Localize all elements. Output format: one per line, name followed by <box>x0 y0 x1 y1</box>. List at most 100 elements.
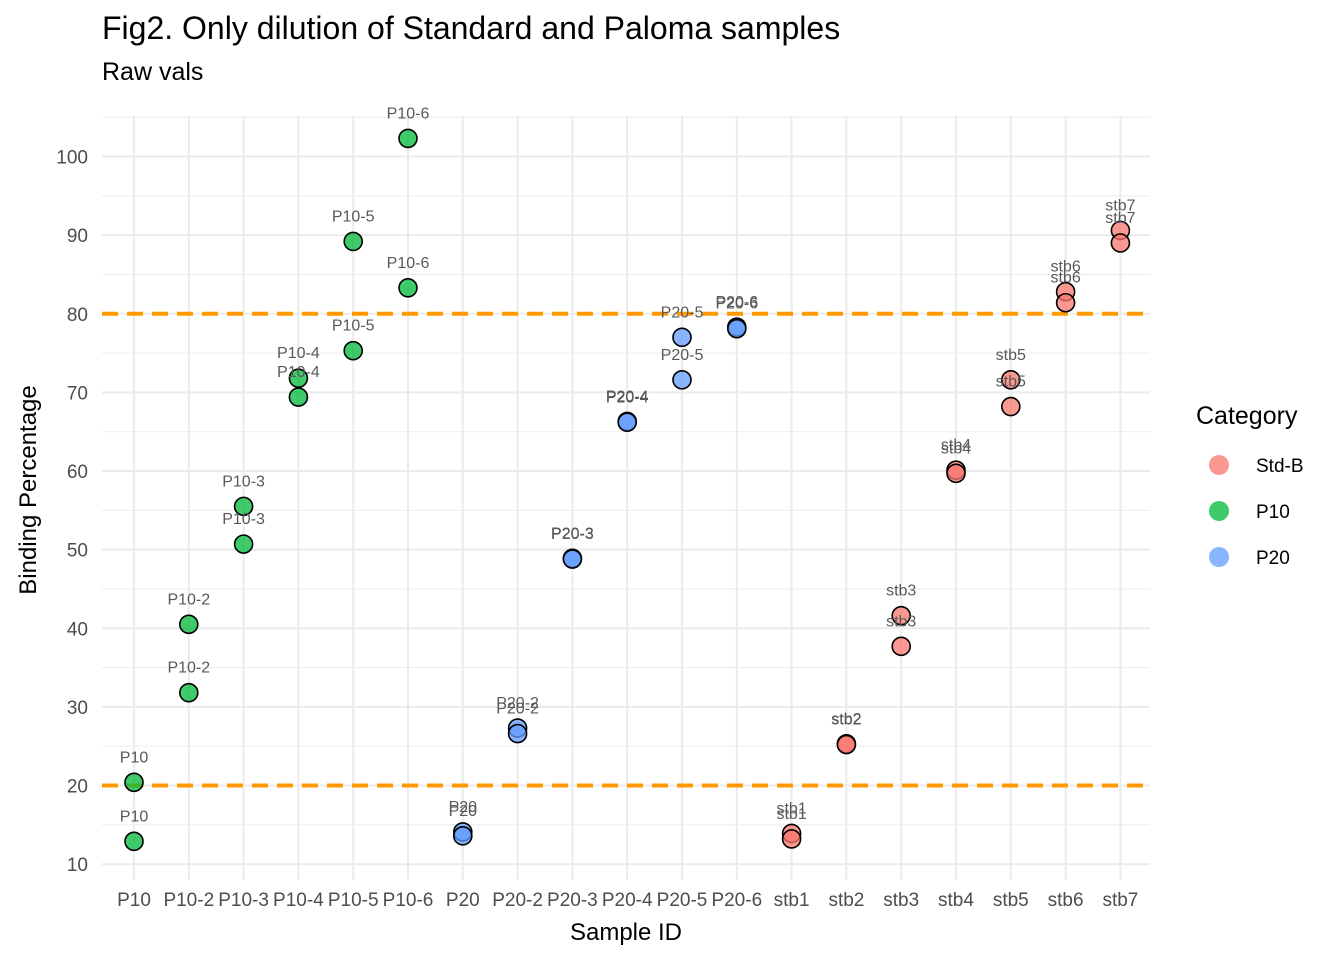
data-label: stb5 <box>996 374 1026 391</box>
data-label: P20-5 <box>661 347 704 364</box>
data-label: P10-2 <box>167 591 210 608</box>
y-tick-label: 60 <box>67 462 88 483</box>
data-point <box>891 636 912 657</box>
chart-title: Fig2. Only dilution of Standard and Palo… <box>102 10 841 46</box>
y-tick-label: 90 <box>67 226 88 247</box>
data-label: stb1 <box>776 800 806 817</box>
x-tick-label: stb2 <box>828 890 864 911</box>
data-label: P10-3 <box>222 511 265 528</box>
data-label: P20-6 <box>715 294 758 311</box>
data-label: P10-5 <box>332 208 375 225</box>
data-label: P20-3 <box>551 525 594 542</box>
data-label: P20-4 <box>606 389 649 406</box>
data-point <box>179 614 199 635</box>
data-label: stb6 <box>1050 270 1080 287</box>
x-tick-label: P20-5 <box>657 890 708 911</box>
legend-key <box>1209 455 1229 475</box>
data-label: P10 <box>120 749 149 766</box>
x-tick-label: P20-3 <box>547 890 598 911</box>
x-tick-label: stb4 <box>938 890 974 911</box>
data-label: P20-5 <box>661 304 704 321</box>
y-tick-label: 30 <box>67 698 88 719</box>
data-point <box>617 412 638 433</box>
data-label: stb2 <box>831 711 861 728</box>
data-label: P10-2 <box>167 660 210 677</box>
data-point <box>179 682 199 703</box>
x-tick-label: stb6 <box>1048 890 1084 911</box>
data-point <box>343 231 364 252</box>
data-point <box>288 387 309 407</box>
data-point <box>891 605 912 626</box>
data-label: P20 <box>449 803 478 820</box>
data-label: P10 <box>120 808 149 825</box>
data-point <box>1000 369 1021 390</box>
data-point <box>946 463 966 484</box>
data-point <box>124 831 144 852</box>
y-tick-label: 100 <box>56 148 88 169</box>
y-tick-label: 50 <box>67 541 88 562</box>
data-label: P10-5 <box>332 318 375 335</box>
data-point <box>288 368 309 389</box>
data-label: P20-3 <box>551 526 594 543</box>
y-tick-label: 10 <box>67 855 88 876</box>
data-label: stb1 <box>776 806 806 823</box>
data-point <box>124 772 144 793</box>
data-point <box>672 327 692 348</box>
data-label: P20-4 <box>606 388 649 405</box>
data-label: stb7 <box>1105 197 1135 214</box>
x-tick-label: P20 <box>446 890 480 911</box>
data-point <box>726 318 747 339</box>
data-label: stb4 <box>941 440 971 457</box>
x-tick-label: P10 <box>117 890 151 911</box>
data-label: stb3 <box>886 583 916 600</box>
x-tick-label: P20-2 <box>492 890 543 911</box>
data-point <box>1000 396 1021 417</box>
data-label: P10-6 <box>387 255 430 272</box>
data-point <box>398 128 418 149</box>
x-tick-label: P20-4 <box>602 890 653 911</box>
legend-label: P20 <box>1256 548 1290 569</box>
y-tick-label: 40 <box>67 619 88 640</box>
y-tick-label: 70 <box>67 383 88 404</box>
data-point <box>1110 233 1131 253</box>
y-tick-label: 80 <box>67 305 88 326</box>
chart-subtitle: Raw vals <box>102 58 204 86</box>
x-tick-label: P20-6 <box>711 890 762 911</box>
data-point <box>452 826 473 846</box>
x-axis-title: Sample ID <box>570 919 682 946</box>
data-label: stb7 <box>1105 210 1135 227</box>
data-point <box>233 534 254 554</box>
legend-label: P10 <box>1256 502 1290 523</box>
x-tick-label: P10-3 <box>218 890 269 911</box>
data-point <box>398 278 418 298</box>
data-label: stb5 <box>996 347 1026 364</box>
y-axis-title: Binding Percentage <box>15 385 42 594</box>
legend-title: Category <box>1196 402 1298 430</box>
data-label: stb6 <box>1050 259 1080 276</box>
data-point <box>836 734 857 755</box>
data-point <box>343 340 364 361</box>
data-point <box>507 723 528 744</box>
data-point <box>781 829 802 849</box>
x-tick-label: P10-5 <box>328 890 379 911</box>
data-point <box>1055 292 1076 313</box>
data-label: P10-4 <box>277 345 320 362</box>
data-point <box>233 496 254 517</box>
data-label: stb3 <box>886 613 916 630</box>
y-tick-label: 20 <box>67 777 88 798</box>
x-tick-label: stb5 <box>993 890 1029 911</box>
x-tick-label: P10-2 <box>163 890 214 911</box>
legend-key <box>1209 547 1229 567</box>
x-tick-label: stb3 <box>883 890 919 911</box>
data-label: P20 <box>449 799 478 816</box>
x-tick-label: stb1 <box>774 890 810 911</box>
data-label: stb2 <box>831 712 861 729</box>
x-tick-label: P10-6 <box>383 890 434 911</box>
x-tick-label: stb7 <box>1102 890 1138 911</box>
data-label: stb4 <box>941 437 971 454</box>
legend-key <box>1209 501 1229 521</box>
data-label: P10-4 <box>277 364 320 381</box>
legend-label: Std-B <box>1256 456 1304 477</box>
